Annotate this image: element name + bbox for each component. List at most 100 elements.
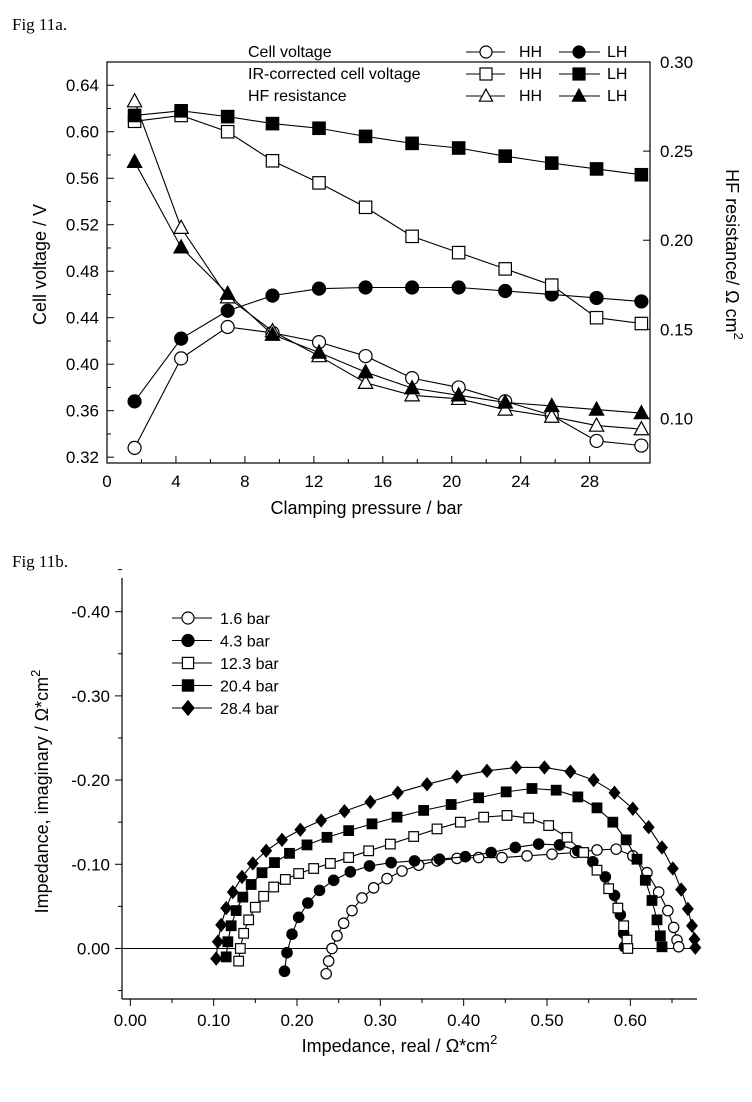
chart-b-x-tick-label: 0.40: [447, 1011, 480, 1030]
chart-b-x-tick-label: 0.50: [530, 1011, 563, 1030]
chart-b-point-2: [363, 845, 375, 857]
chart-a-x-tick-label: 28: [580, 472, 599, 491]
chart-a-x-tick-label: 4: [171, 472, 180, 491]
chart-a-x-tick-label: 20: [442, 472, 461, 491]
chart-b-point-3: [284, 847, 295, 859]
chart-a-point-1: [174, 331, 189, 346]
chart-b-point-4: [338, 804, 351, 819]
chart-b-point-3: [631, 853, 643, 865]
chart-a-legend-lh: LH: [607, 88, 627, 105]
fig-a-label: Fig 11a.: [12, 15, 67, 34]
chart-a-point-5: [403, 379, 421, 395]
chart-b-legend-marker: [181, 679, 195, 692]
chart-b-point-0: [326, 942, 338, 955]
chart-a-point-1: [405, 280, 420, 295]
chart-a-legend-marker: [572, 67, 586, 81]
chart-b-point-3: [366, 818, 378, 830]
chart-a-point-3: [358, 129, 373, 144]
chart-b-point-4: [211, 934, 224, 949]
chart-b-x-tick-label: 0.00: [114, 1011, 147, 1030]
chart-b-y-tick-label: -0.40: [71, 603, 110, 622]
chart-b-point-0: [367, 882, 380, 894]
chart-b-point-1: [292, 911, 305, 924]
chart-b-point-3: [572, 791, 584, 803]
chart-b-legend-marker: [181, 633, 195, 648]
chart-a-point-3: [634, 167, 649, 182]
chart-a-point-2: [312, 176, 326, 190]
chart-b-point-2: [454, 816, 466, 828]
chart-a-series-line-2: [134, 114, 642, 325]
chart-b-point-2: [268, 881, 280, 893]
chart-b-point-3: [237, 891, 249, 903]
chart-a-y2-tick-label: 0.25: [660, 142, 693, 161]
chart-b-point-2: [258, 890, 270, 902]
chart-a-legend-hh: HH: [519, 44, 542, 61]
chart-b-point-0: [521, 850, 533, 862]
chart-b-point-3: [230, 905, 242, 916]
chart-b-point-4: [294, 822, 307, 837]
chart-b-point-2: [543, 820, 555, 831]
chart-b-point-1: [286, 928, 298, 940]
chart-b-point-4: [510, 760, 523, 775]
chart-a-legend-marker: [571, 87, 587, 102]
chart-a-x-tick-label: 8: [240, 472, 249, 491]
chart-a-point-2: [220, 124, 235, 139]
chart-a-x-axis-label: Clamping pressure / bar: [270, 498, 462, 518]
chart-a-y-tick-label: 0.52: [66, 216, 99, 235]
chart-b-point-3: [256, 867, 268, 879]
chart-a-point-3: [127, 108, 142, 123]
chart-b-legend-label: 4.3 bar: [220, 634, 270, 651]
chart-b-point-4: [689, 940, 702, 955]
chart-b-point-0: [496, 851, 508, 864]
chart-a-point-4: [633, 420, 650, 436]
chart-a-legend-label: HF resistance: [248, 88, 347, 105]
chart-b-point-1: [281, 946, 293, 959]
chart-a-point-3: [451, 141, 466, 155]
chart-b-point-2: [308, 863, 320, 874]
chart-b-x-axis-label: Impedance, real / Ω*cm2: [302, 1032, 498, 1056]
chart-b-point-2: [561, 831, 573, 843]
chart-a-point-1: [498, 283, 513, 299]
chart-b-point-0: [672, 940, 685, 953]
chart-a-y2-tick-label: 0.20: [660, 231, 693, 250]
chart-a-point-1: [634, 294, 649, 309]
chart-b-point-0: [320, 967, 332, 980]
chart-a-point-1: [358, 280, 373, 295]
chart-b-point-2: [603, 883, 615, 895]
chart-b-point-4: [364, 794, 377, 810]
chart-a-series-line-5: [134, 161, 642, 414]
chart-b-legend-label: 12.3 bar: [220, 656, 279, 673]
chart-a-point-2: [451, 245, 466, 260]
chart-b-point-3: [646, 895, 658, 906]
chart-a-legend-marker: [479, 45, 493, 59]
chart-a-point-3: [220, 109, 235, 124]
chart-b-point-1: [363, 860, 376, 872]
chart-b-point-4: [215, 917, 228, 933]
chart-a-point-0: [220, 319, 235, 335]
chart-a-point-3: [174, 104, 188, 118]
chart-b-point-2: [431, 823, 443, 835]
chart-b-point-4: [538, 760, 551, 775]
chart-a-point-5: [126, 153, 143, 169]
chart-b-point-4: [315, 813, 328, 828]
chart-a-legend-hh: HH: [519, 88, 542, 105]
fig-b-label: Fig 11b.: [12, 552, 68, 571]
chart-b-point-3: [526, 783, 538, 794]
chart-b-point-2: [618, 920, 630, 932]
chart-a-legend-hh: HH: [519, 66, 542, 83]
chart-a-point-3: [589, 162, 604, 176]
chart-b-point-4: [681, 901, 694, 917]
chart-a-point-3: [312, 121, 326, 136]
chart-b-point-3: [591, 802, 603, 814]
chart-a-point-0: [127, 440, 142, 455]
chart-b-point-1: [344, 866, 357, 878]
chart-b-y-axis-label-text: Impedance, imaginary / Ω*cm: [32, 677, 52, 914]
chart-a-legend-label: IR-corrected cell voltage: [248, 66, 421, 83]
chart-b-point-4: [451, 769, 463, 784]
chart-b-legend-label: 28.4 bar: [220, 701, 279, 718]
chart-a-point-4: [126, 92, 143, 108]
chart-a-point-1: [589, 290, 604, 306]
chart-a-point-5: [543, 397, 560, 413]
chart-a-point-5: [497, 393, 514, 409]
chart-a-y2-axis-label: HF resistance/ Ω cm2: [722, 169, 746, 340]
